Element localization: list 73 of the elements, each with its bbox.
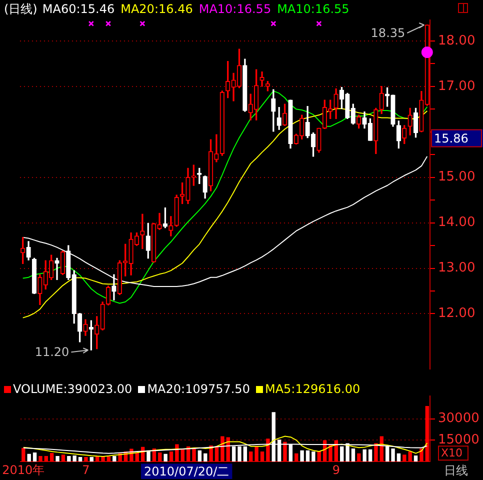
bar [180, 449, 184, 462]
text: 日线 [444, 464, 468, 478]
bar [312, 451, 316, 462]
bar [90, 457, 94, 462]
bar [61, 454, 66, 462]
bar [56, 456, 60, 462]
bar [368, 449, 372, 462]
bar [362, 449, 366, 462]
bar [101, 456, 105, 462]
text: 2010/07/20/二 [144, 464, 230, 478]
bar [169, 451, 174, 462]
bar [334, 440, 338, 462]
bar [50, 453, 54, 462]
bar [266, 438, 270, 462]
bar [420, 448, 424, 462]
bar [328, 444, 332, 462]
bar [27, 454, 31, 462]
y-tick-label: 18.00 [438, 33, 476, 48]
bar [357, 453, 361, 462]
bar [192, 448, 196, 462]
bar [220, 436, 224, 462]
bar [249, 451, 253, 462]
annotation: 18.35 [370, 26, 406, 40]
bar [198, 450, 202, 462]
y-tick-label: 14.00 [438, 215, 476, 230]
bar [260, 451, 264, 462]
text: MA60:15.46 [42, 2, 115, 16]
bar [112, 456, 116, 462]
bar [294, 453, 298, 462]
y-tick-label: 17.00 [438, 78, 476, 94]
y-tick-label: 30000 [438, 411, 480, 426]
text: X10 [441, 446, 463, 460]
text: MA20:16.46 [120, 2, 193, 16]
legend-label: VOLUME:390023.00 [12, 382, 132, 396]
bar [283, 442, 287, 462]
bar [396, 453, 401, 462]
bar [32, 452, 37, 462]
candlestick [140, 214, 145, 250]
bar [78, 457, 82, 462]
series-label: MA10:16.55 [198, 2, 272, 16]
bar [175, 444, 179, 462]
bar [44, 456, 48, 462]
bar [158, 452, 162, 462]
candlestick [54, 258, 60, 280]
bar [22, 448, 26, 462]
y-tick-label: 13.00 [438, 260, 476, 276]
bar [306, 450, 310, 462]
bar [164, 454, 168, 462]
legend-label: MA5:129616.00 [264, 382, 360, 396]
bar [414, 455, 418, 462]
y-tick-label: 15.00 [438, 170, 476, 185]
x-tick-label: 9 [332, 462, 340, 477]
text: MA10:16.55 [277, 2, 350, 16]
annotation: 11.20 [34, 345, 70, 360]
chart-title: (日线) [4, 2, 38, 16]
bar [300, 450, 304, 462]
bar [106, 456, 111, 462]
y-tick-label: 12.00 [438, 306, 476, 322]
bar [351, 448, 356, 462]
bar [38, 456, 42, 462]
bar [72, 455, 76, 462]
bar [84, 457, 88, 462]
bar [374, 443, 378, 462]
y-tick-label: 15000 [438, 432, 480, 448]
bar [204, 453, 208, 462]
x-tick-label: 2010年 [2, 462, 45, 477]
text: 15.86 [434, 131, 468, 146]
bar [67, 456, 71, 462]
legend-label: MA20:109757.50 [146, 382, 250, 396]
bar [317, 451, 321, 462]
bar [95, 456, 100, 462]
bar [254, 446, 258, 462]
x-tick-label: 7 [82, 462, 90, 477]
